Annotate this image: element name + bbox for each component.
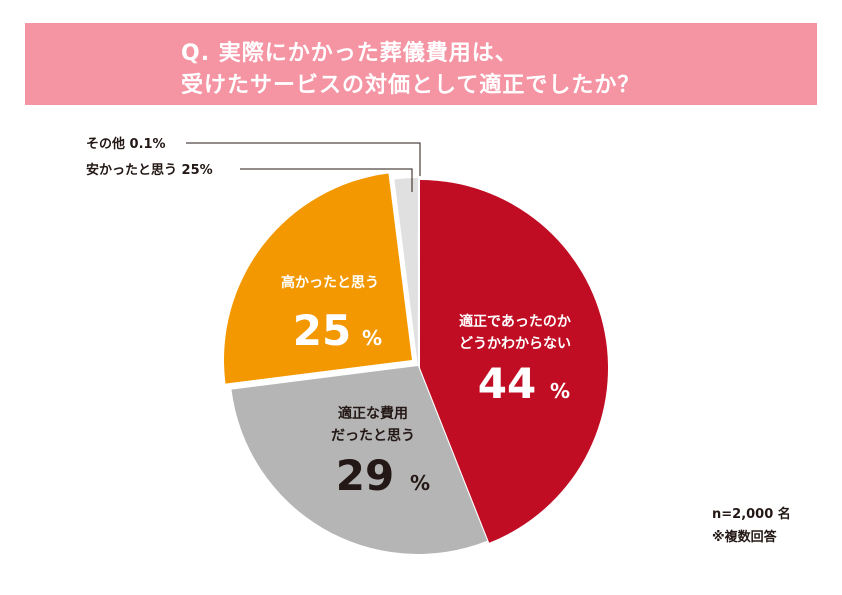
pie-slice-fair	[231, 366, 488, 554]
slice-unit-expensive: %	[362, 326, 382, 350]
sample-size-note: n=2,000 名	[712, 507, 791, 522]
question-title-line-2: 受けたサービスの対価として適正でしたか？	[181, 73, 641, 98]
slice-label-fair-line-2: だったと思う	[331, 428, 415, 444]
pie-slice-unsure	[420, 180, 608, 543]
slice-value-fair: 29	[336, 451, 394, 500]
leader-line-cheap	[240, 168, 413, 192]
title-banner: Q. 実際にかかった葬儀費用は、 受けたサービスの対価として適正でしたか？	[25, 23, 817, 105]
pie-slice-other	[416, 178, 418, 366]
leader-line-other	[186, 142, 421, 176]
slice-label-unsure-line-2: どうかわからない	[459, 336, 571, 352]
question-title-line-1: Q. 実際にかかった葬儀費用は、	[181, 41, 518, 66]
pie-slice-expensive	[224, 173, 412, 384]
slice-value-expensive: 25	[293, 306, 351, 355]
pie-slice-cheap	[394, 178, 418, 366]
multiple-answer-note: ※複数回答	[712, 530, 777, 545]
leader-label-other: その他 0.1%	[86, 136, 166, 152]
slice-label-expensive-line-1: 高かったと思う	[281, 274, 379, 291]
leader-label-cheap: 安かったと思う 25%	[86, 162, 213, 178]
slice-unit-unsure: %	[550, 379, 570, 403]
slice-unit-fair: %	[410, 471, 430, 495]
slice-value-unsure: 44	[478, 359, 536, 408]
slice-label-unsure-line-1: 適正であったのか	[459, 313, 571, 330]
slice-label-fair-line-1: 適正な費用	[338, 405, 408, 422]
